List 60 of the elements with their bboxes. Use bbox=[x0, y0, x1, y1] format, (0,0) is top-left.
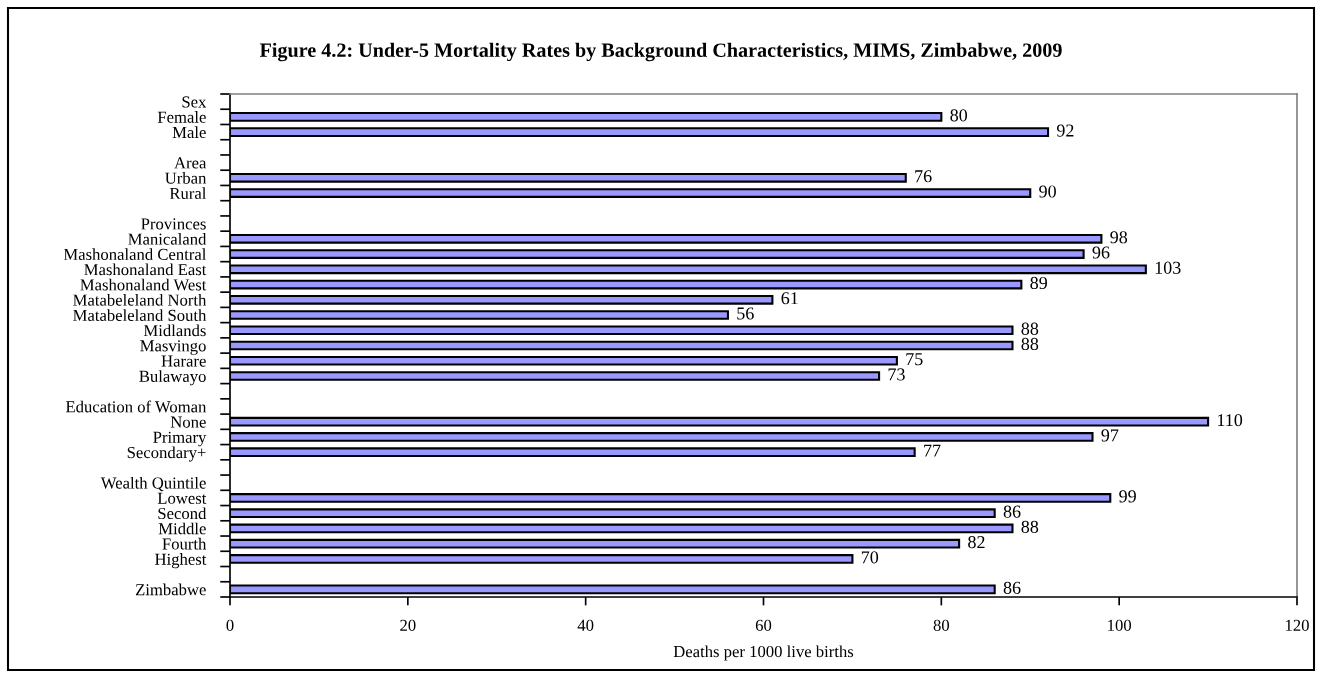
x-tick-label: 20 bbox=[400, 619, 416, 631]
x-tick-label: 80 bbox=[933, 619, 950, 631]
data-label: 76 bbox=[915, 170, 932, 183]
y-tick-label: Mashonaland Central bbox=[63, 248, 207, 260]
y-tick-label: Harare bbox=[161, 355, 206, 367]
data-label: 86 bbox=[1003, 581, 1021, 594]
y-tick-label: Provinces bbox=[141, 218, 206, 230]
x-axis-title: Deaths per 1000 live births bbox=[673, 645, 854, 661]
y-tick-label: Midlands bbox=[143, 324, 206, 337]
data-label: 88 bbox=[1021, 520, 1039, 533]
y-tick-label: Bulawayo bbox=[139, 370, 206, 386]
y-tick-label: Male bbox=[172, 126, 206, 139]
y-tick-label: Education of Woman bbox=[65, 400, 207, 413]
y-tick-label: Urban bbox=[165, 172, 207, 184]
data-label: 103 bbox=[1155, 261, 1181, 274]
x-tick-label: 100 bbox=[1108, 619, 1132, 631]
y-tick-label: Mashonaland West bbox=[80, 278, 207, 291]
y-tick-label: Fourth bbox=[162, 537, 207, 550]
data-label: 75 bbox=[906, 353, 923, 366]
y-tick-label: Matabeleland North bbox=[73, 293, 207, 306]
data-label: 82 bbox=[968, 535, 985, 549]
y-tick-label: Masvingo bbox=[140, 340, 206, 355]
data-label: 92 bbox=[1056, 124, 1074, 137]
chart-title: Figure 4.2: Under-5 Mortality Rates by Background Characteristics, MIMS, Zimbabwe, 2009 bbox=[259, 42, 1062, 62]
x-tick-label: 40 bbox=[577, 619, 594, 631]
data-label: 80 bbox=[950, 109, 968, 122]
data-label: 96 bbox=[1092, 246, 1110, 259]
y-tick-label: Secondary+ bbox=[127, 446, 206, 462]
y-tick-label: Primary bbox=[153, 431, 207, 447]
data-label: 70 bbox=[861, 551, 879, 564]
data-label: 88 bbox=[1021, 322, 1039, 335]
x-tick-label: 60 bbox=[755, 619, 772, 631]
data-label: 97 bbox=[1101, 429, 1119, 442]
data-label: 89 bbox=[1030, 276, 1048, 290]
data-label: 98 bbox=[1110, 231, 1128, 244]
data-label: 90 bbox=[1039, 185, 1056, 198]
y-tick-label: Manicaland bbox=[128, 233, 207, 245]
y-tick-label: Mashonaland East bbox=[84, 263, 207, 276]
y-tick-label: Second bbox=[158, 507, 207, 520]
y-tick-label: None bbox=[170, 416, 206, 428]
y-tick-label: Middle bbox=[158, 522, 206, 535]
data-label: 110 bbox=[1218, 414, 1243, 427]
y-tick-label: Highest bbox=[155, 553, 207, 569]
data-label: 88 bbox=[1021, 337, 1039, 351]
y-tick-label: Area bbox=[174, 157, 207, 169]
y-tick-label: Matabeleland South bbox=[73, 309, 207, 321]
x-tick-label: 120 bbox=[1285, 619, 1309, 631]
data-label: 56 bbox=[737, 307, 754, 320]
data-label: 99 bbox=[1119, 490, 1136, 503]
data-label: 73 bbox=[888, 368, 905, 381]
y-tick-label: Rural bbox=[169, 187, 207, 200]
data-label: 61 bbox=[781, 292, 798, 305]
y-tick-label: Female bbox=[157, 111, 206, 123]
y-tick-label: Sex bbox=[182, 96, 207, 108]
data-label: 86 bbox=[1003, 505, 1021, 518]
y-tick-label: Zimbabwe bbox=[135, 583, 206, 596]
y-tick-label: Wealth Quintile bbox=[100, 476, 206, 492]
data-label: 77 bbox=[924, 444, 941, 457]
x-tick-label: 0 bbox=[226, 619, 234, 631]
y-tick-label: Lowest bbox=[157, 492, 207, 504]
